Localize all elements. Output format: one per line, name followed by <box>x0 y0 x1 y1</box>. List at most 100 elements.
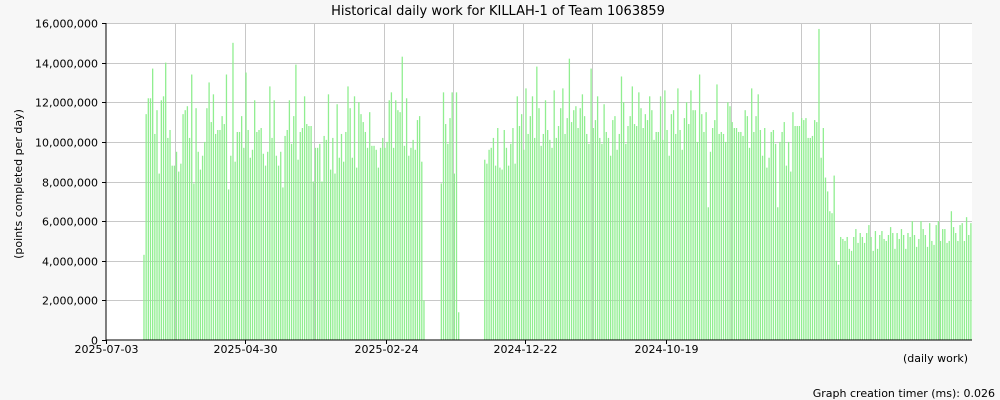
bar <box>629 116 631 341</box>
bar <box>751 88 753 340</box>
y-tick-label: 16,000,000 <box>35 18 98 31</box>
bar <box>911 221 913 341</box>
bar <box>859 233 861 340</box>
bar <box>306 124 308 340</box>
bar <box>796 126 798 341</box>
bar <box>410 147 412 340</box>
bar <box>831 213 833 340</box>
bar <box>379 147 382 340</box>
bar <box>327 94 330 340</box>
bar <box>199 169 202 340</box>
bar <box>442 92 445 340</box>
x-tick-labels: 2025-07-03 2025-04-30 2025-02-24 2024-12-22… <box>75 340 698 356</box>
bar <box>809 137 811 340</box>
bar <box>766 167 768 340</box>
bar <box>955 233 957 340</box>
bar <box>963 240 966 340</box>
bar <box>777 207 779 340</box>
bar <box>358 102 360 340</box>
bar <box>844 240 846 340</box>
bar <box>609 155 612 340</box>
bar <box>345 131 347 340</box>
y-tick-label: 8,000,000 <box>42 177 98 190</box>
bar <box>922 229 924 340</box>
bar <box>399 112 401 340</box>
bar <box>560 108 562 340</box>
bar <box>397 110 399 341</box>
bar <box>208 82 210 340</box>
bar <box>596 96 599 340</box>
x-tick-label: 2025-04-30 <box>214 343 278 356</box>
y-tick-label: 2,000,000 <box>42 295 98 308</box>
bar <box>842 238 844 340</box>
bar <box>894 248 896 340</box>
bar <box>152 68 154 340</box>
bar <box>536 66 538 340</box>
bar <box>236 131 238 340</box>
bar <box>516 96 518 340</box>
bar <box>512 128 514 340</box>
bar <box>920 221 922 341</box>
bar <box>547 129 549 340</box>
bar <box>662 139 664 340</box>
bar <box>290 143 293 340</box>
bar <box>564 133 566 340</box>
bar <box>408 155 410 340</box>
bar <box>232 42 234 341</box>
bar <box>293 116 295 341</box>
y-tick-label: 0 <box>91 335 98 348</box>
graph-timer-text: Graph creation timer (ms): 0.026 <box>813 387 995 400</box>
bar <box>230 155 232 340</box>
bar <box>939 240 942 340</box>
bar <box>299 131 301 340</box>
bar <box>538 108 540 340</box>
bar <box>314 147 317 340</box>
bar <box>534 137 536 340</box>
bar <box>445 124 447 340</box>
bar <box>933 244 935 340</box>
bar <box>918 238 920 340</box>
bar <box>833 175 835 340</box>
bar <box>659 96 662 340</box>
bar <box>156 110 158 341</box>
bar <box>853 236 855 340</box>
bar <box>362 122 364 340</box>
bar <box>916 246 918 340</box>
bar <box>742 135 744 340</box>
bar <box>753 131 755 340</box>
bar <box>633 124 636 340</box>
bar <box>249 157 251 340</box>
bar <box>570 122 573 340</box>
y-axis-label: (points completed per day) <box>12 109 25 259</box>
bar <box>727 102 729 340</box>
bar <box>907 233 909 340</box>
bar <box>590 68 592 340</box>
bar <box>690 90 692 340</box>
bar <box>887 234 890 340</box>
bar <box>746 116 749 341</box>
bar <box>740 131 742 340</box>
bar <box>772 129 775 340</box>
bar <box>288 100 291 341</box>
bar <box>603 104 605 340</box>
bar <box>965 217 968 340</box>
bar <box>353 96 356 340</box>
bar <box>905 248 907 340</box>
bar <box>711 128 714 340</box>
bar <box>701 114 703 340</box>
bar <box>876 248 879 340</box>
bar <box>811 135 814 340</box>
bar <box>555 137 558 340</box>
bar <box>149 98 152 340</box>
bar <box>935 225 937 340</box>
bar <box>872 250 874 340</box>
bar <box>356 167 358 340</box>
y-tick-label: 4,000,000 <box>42 256 98 269</box>
bar <box>787 141 790 341</box>
bar <box>332 137 334 340</box>
bar <box>755 116 757 341</box>
bar <box>636 126 638 341</box>
bar <box>709 151 712 340</box>
bar <box>193 183 195 340</box>
bar <box>586 133 588 340</box>
